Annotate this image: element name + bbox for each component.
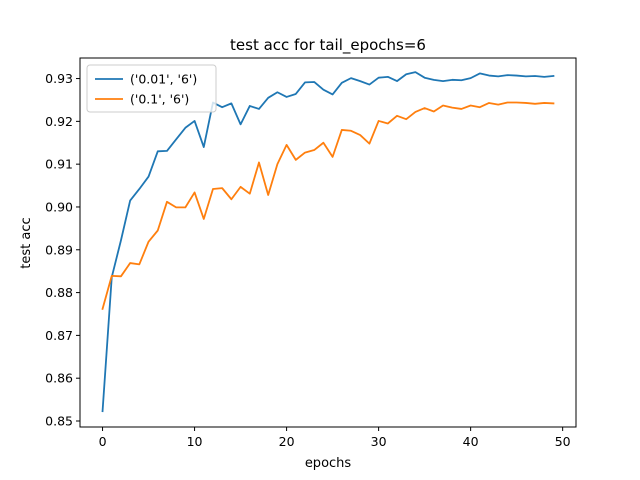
y-axis-label: test acc — [19, 217, 34, 268]
y-tick-label: 0.90 — [45, 199, 73, 214]
x-tick-label: 20 — [279, 434, 295, 449]
legend: ('0.01', '6') ('0.1', '6') — [86, 64, 217, 113]
y-tick-label: 0.91 — [45, 157, 73, 172]
ticks: 0 10 20 30 40 50 0.85 0.86 0.87 0.88 0.89 0.90 0.91 0… — [45, 71, 571, 449]
x-axis-label: epochs — [305, 456, 352, 471]
legend-label-2: ('0.1', '6') — [130, 92, 189, 107]
legend-box — [86, 64, 217, 113]
x-tick-label: 30 — [371, 434, 387, 449]
series-line-1 — [101, 71, 555, 413]
y-tick-label: 0.88 — [45, 285, 73, 300]
series-line-2 — [101, 101, 555, 310]
x-tick-label: 40 — [463, 434, 479, 449]
plot-lines — [101, 71, 555, 413]
plot-frame — [79, 57, 577, 428]
y-tick-label: 0.89 — [45, 242, 73, 257]
axes — [79, 57, 577, 428]
y-tick-label: 0.92 — [45, 114, 73, 129]
y-tick-label: 0.87 — [45, 328, 73, 343]
x-tick-label: 10 — [187, 434, 203, 449]
chart-title: test acc for tail_epochs=6 — [230, 36, 426, 55]
y-tick-label: 0.93 — [45, 71, 73, 86]
y-tick-label: 0.86 — [45, 371, 73, 386]
y-tick-label: 0.85 — [45, 414, 73, 429]
legend-label-1: ('0.01', '6') — [130, 72, 197, 87]
x-tick-label: 0 — [99, 434, 107, 449]
x-tick-label: 50 — [555, 434, 571, 449]
